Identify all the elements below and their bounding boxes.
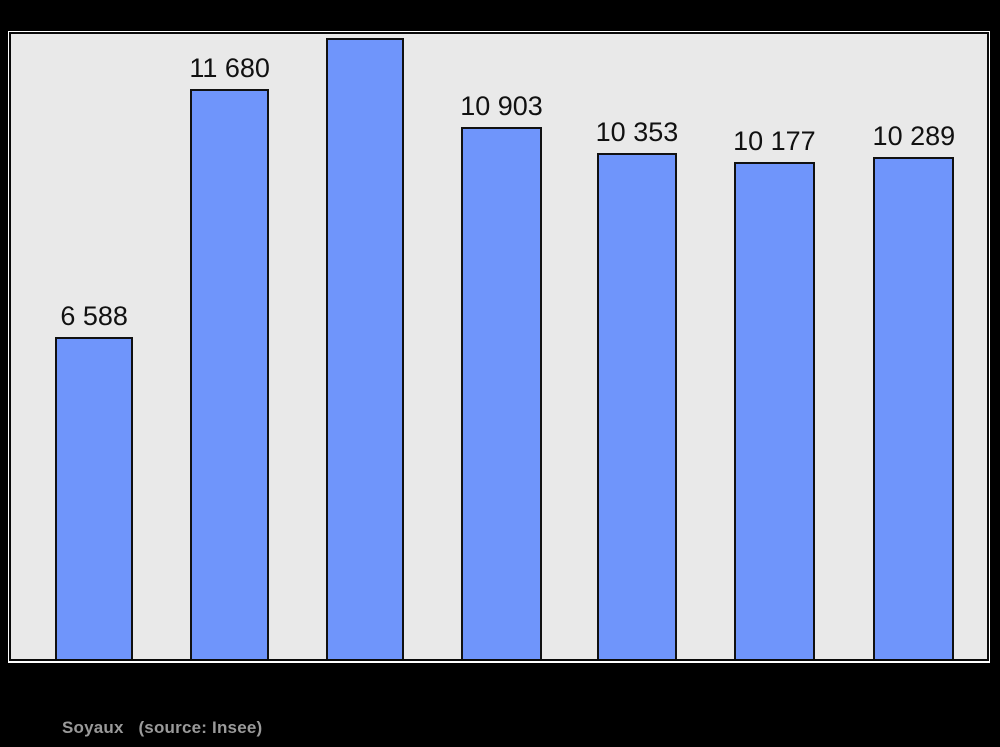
bar [461, 126, 542, 659]
bar [873, 156, 955, 659]
bar-value-label: 6 588 [60, 301, 128, 332]
chart-caption: Soyaux (source: Insee) [62, 718, 263, 737]
bar [54, 337, 134, 659]
bar [596, 153, 678, 659]
bar-value-label: 10 177 [733, 126, 816, 157]
bar [190, 88, 269, 659]
bar [325, 38, 405, 659]
bar-value-label: 10 353 [595, 117, 679, 148]
bar-value-label: 11 680 [189, 52, 270, 83]
bar-value-label: 10 903 [460, 90, 543, 121]
bar-value-label: 10 289 [872, 120, 956, 151]
bar [734, 162, 815, 659]
